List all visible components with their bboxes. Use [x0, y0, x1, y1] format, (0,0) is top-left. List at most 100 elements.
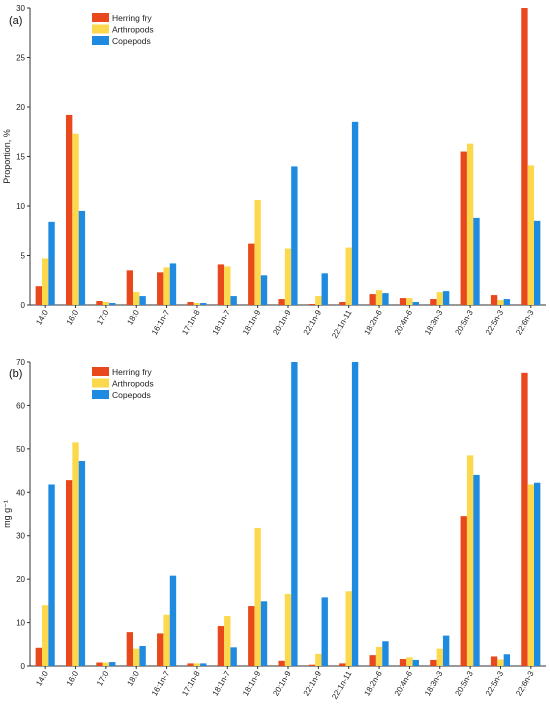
y-tick-label: 50	[16, 445, 25, 454]
x-tick-label: 14:0	[34, 669, 50, 687]
y-tick-label: 30	[16, 532, 25, 541]
bar-copepods	[442, 635, 450, 666]
bar-herring-fry	[430, 659, 437, 666]
bar-copepods	[412, 659, 419, 666]
bar-copepods	[534, 220, 541, 305]
bar-arthropods	[527, 165, 535, 305]
bar-copepods	[169, 263, 177, 305]
legend-swatch	[92, 24, 109, 34]
bar-copepods	[382, 641, 389, 666]
bar-copepods	[48, 221, 55, 305]
bar-copepods	[321, 273, 328, 305]
x-tick-label: 20:4n-6	[393, 669, 415, 697]
bar-copepods	[534, 482, 541, 666]
y-tick-label: 0	[21, 662, 26, 671]
x-tick-label: 16:1n-7	[150, 308, 172, 336]
bar-herring-fry	[65, 480, 73, 666]
legend-swatch	[92, 36, 109, 45]
y-tick-label: 5	[21, 252, 26, 261]
bar-herring-fry	[248, 243, 255, 305]
bar-herring-fry	[187, 302, 194, 305]
bar-arthropods	[224, 616, 231, 666]
x-tick-label: 18:1n-7	[211, 669, 233, 697]
x-tick-label: 18:1n-9	[241, 669, 263, 697]
legend-label: Arthropods	[112, 379, 154, 389]
x-tick-label: 18:2n-6	[362, 308, 384, 336]
bar-arthropods	[254, 200, 261, 305]
bar-arthropods	[133, 648, 140, 666]
y-tick-label: 40	[16, 488, 25, 497]
legend-label: Herring fry	[112, 367, 152, 377]
x-tick-label: 17:1n-8	[180, 669, 202, 697]
bar-copepods	[291, 166, 298, 305]
bar-arthropods	[254, 527, 261, 666]
y-tick-label: 30	[16, 4, 25, 13]
bar-arthropods	[41, 605, 49, 666]
x-tick-label: 22:1n-11	[330, 308, 354, 340]
bar-arthropods	[527, 484, 535, 666]
bar-herring-fry	[521, 8, 528, 305]
x-tick-label: 17:0	[95, 669, 111, 687]
bar-copepods	[200, 663, 207, 666]
x-tick-label: 16:0	[65, 669, 81, 687]
bar-arthropods	[102, 662, 110, 666]
bar-copepods	[78, 461, 86, 666]
bar-copepods	[139, 646, 146, 666]
bar-herring-fry	[126, 632, 134, 666]
bar-arthropods	[466, 143, 474, 305]
bar-herring-fry	[217, 264, 225, 305]
panel-label: (b)	[9, 368, 22, 380]
bar-arthropods	[497, 659, 504, 666]
legend-label: Herring fry	[112, 13, 152, 23]
y-tick-label: 20	[16, 575, 25, 584]
bar-arthropods	[133, 292, 140, 305]
bar-herring-fry	[35, 286, 42, 305]
bar-herring-fry	[248, 606, 255, 666]
legend-swatch	[92, 367, 109, 376]
bar-herring-fry	[65, 114, 73, 305]
bar-arthropods	[102, 302, 110, 305]
panel-b: 0 10 20 30 40 50 60 70 mg g⁻¹ (b) 14:0 16:0 17:0 18:0…	[2, 358, 546, 701]
bar-arthropods	[436, 292, 443, 305]
y-tick-label: 10	[16, 619, 25, 628]
bar-herring-fry	[399, 298, 407, 305]
legend-swatch	[92, 13, 109, 22]
bar-arthropods	[163, 267, 170, 305]
bar-herring-fry	[430, 299, 437, 305]
x-tick-label: 18:3n-3	[423, 308, 445, 336]
bar-herring-fry	[278, 660, 285, 666]
bar-copepods	[473, 217, 480, 305]
bar-herring-fry	[521, 372, 528, 666]
x-tick-label: 22:1n-11	[330, 669, 354, 701]
legend-swatch	[92, 378, 109, 388]
bar-arthropods	[375, 646, 383, 666]
x-tick-label: 18:2n-6	[362, 669, 384, 697]
bar-copepods	[230, 647, 237, 666]
bar-copepods	[260, 601, 268, 666]
bar-herring-fry	[339, 663, 346, 666]
bar-copepods	[473, 474, 480, 666]
panel-a: 0 5 10 15 20 25 30 Proportion, % (a) 14:0 16:0 17:0…	[2, 4, 546, 340]
bar-arthropods	[193, 663, 201, 666]
bar-herring-fry	[460, 151, 467, 305]
bar-herring-fry	[278, 299, 285, 305]
bar-copepods	[169, 575, 177, 666]
bar-herring-fry	[217, 626, 225, 666]
bar-arthropods	[163, 614, 170, 666]
bar-arthropods	[466, 455, 474, 666]
bar-copepods	[260, 275, 268, 305]
bar-herring-fry	[308, 664, 316, 666]
y-tick-label: 60	[16, 401, 25, 410]
y-axis-label: Proportion, %	[2, 129, 12, 184]
x-tick-label: 22:1n-9	[302, 669, 324, 697]
x-tick-label: 17:1n-8	[180, 308, 202, 336]
bar-herring-fry	[490, 295, 498, 305]
bar-herring-fry	[399, 659, 407, 666]
bar-copepods	[139, 296, 146, 305]
x-tick-label: 18:0	[125, 669, 141, 687]
x-tick-label: 18:3n-3	[423, 669, 445, 697]
bar-arthropods	[436, 648, 443, 666]
x-tick-label: 16:0	[65, 308, 81, 326]
x-tick-label: 20:5n-3	[453, 308, 475, 336]
